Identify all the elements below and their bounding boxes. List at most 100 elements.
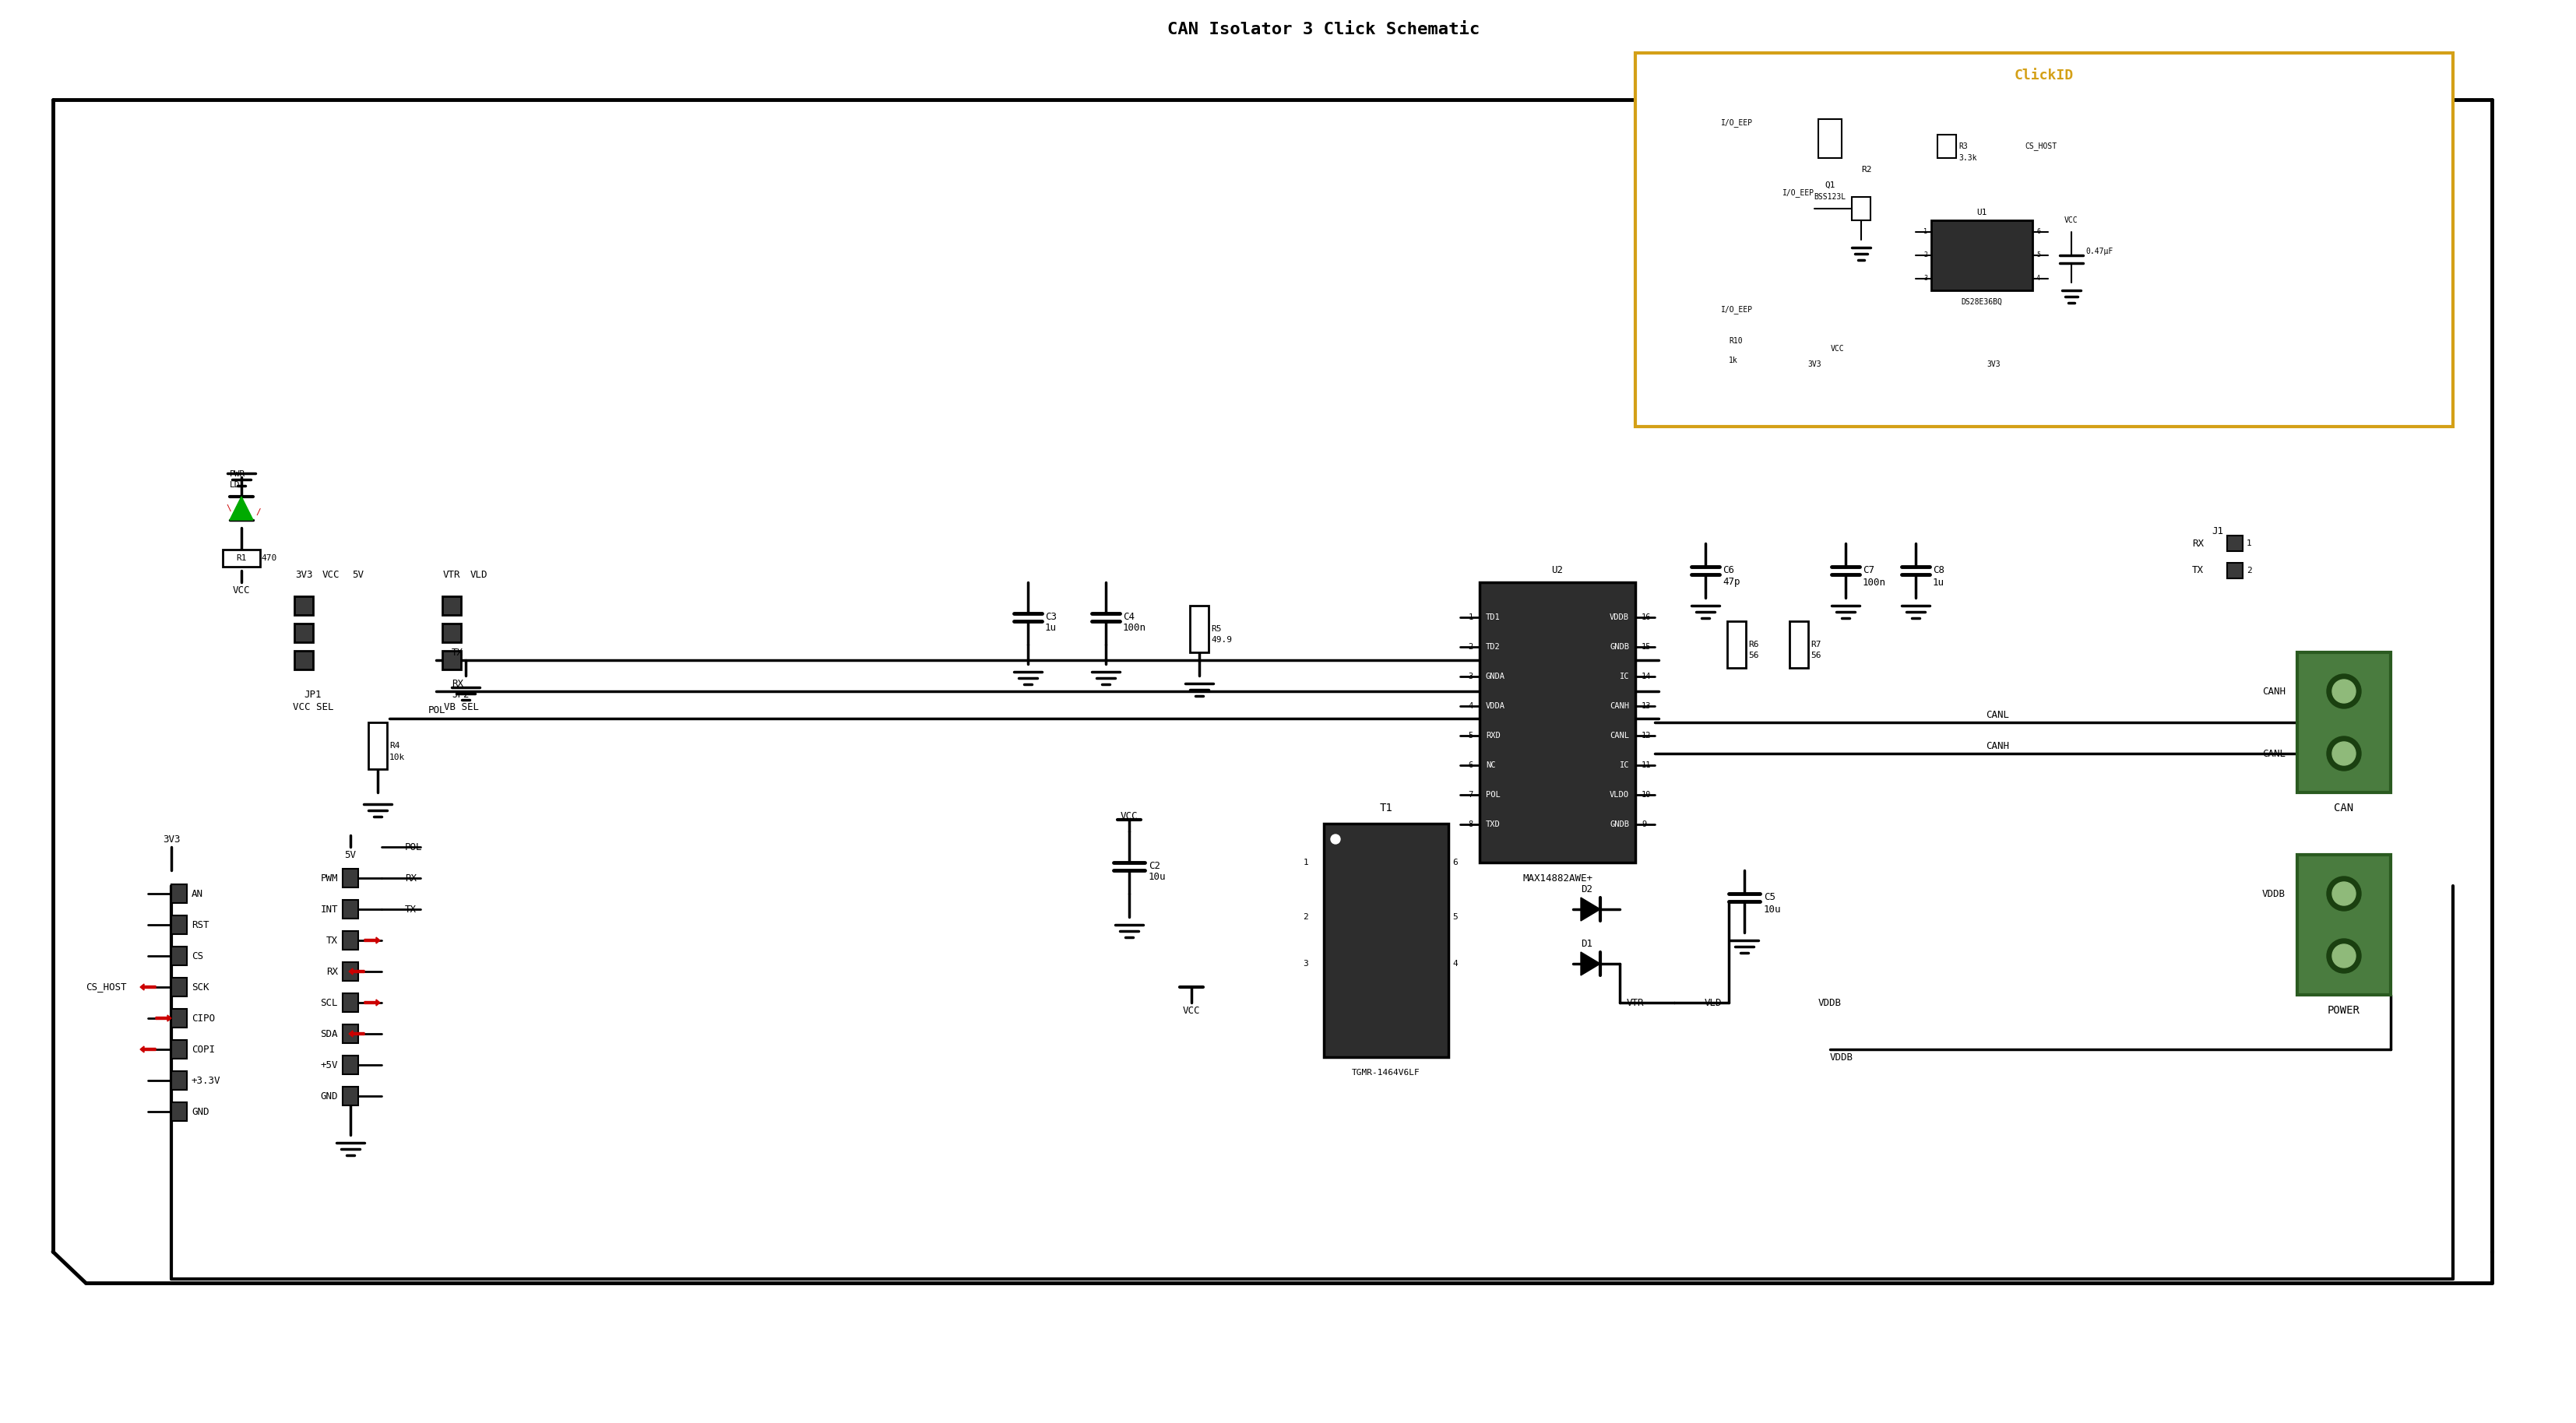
Text: RX: RX xyxy=(451,679,464,689)
Text: JP1: JP1 xyxy=(304,690,322,700)
Text: POL: POL xyxy=(428,706,446,716)
Text: TD2: TD2 xyxy=(1486,643,1499,650)
Text: JP2: JP2 xyxy=(453,690,469,700)
Text: 3V3: 3V3 xyxy=(294,569,312,579)
Text: I/O: I/O xyxy=(1935,252,1947,259)
Text: 3V3: 3V3 xyxy=(1808,360,1821,369)
Text: IC: IC xyxy=(1620,673,1628,680)
Text: TX: TX xyxy=(451,647,464,657)
Text: 56: 56 xyxy=(1749,652,1759,659)
Text: R3: R3 xyxy=(1958,142,1968,151)
Bar xyxy=(294,596,314,615)
Text: /: / xyxy=(255,508,260,517)
Bar xyxy=(1937,135,1955,158)
Text: 10: 10 xyxy=(1641,791,1651,798)
Bar xyxy=(1636,53,2452,427)
Text: VCC: VCC xyxy=(1121,811,1139,821)
Bar xyxy=(173,1040,188,1059)
Text: I/O_EEP: I/O_EEP xyxy=(1783,189,1814,198)
Text: 2: 2 xyxy=(1303,914,1309,921)
Text: TXD: TXD xyxy=(1486,821,1499,828)
Text: 6: 6 xyxy=(2038,229,2040,235)
Text: 14: 14 xyxy=(1641,673,1651,680)
Text: C4: C4 xyxy=(1123,612,1133,622)
Bar xyxy=(343,931,358,949)
Text: PWR: PWR xyxy=(229,470,245,478)
Bar xyxy=(1479,582,1636,862)
Text: RXD: RXD xyxy=(1486,731,1499,740)
Text: D2: D2 xyxy=(1582,885,1592,895)
Text: VCC SEL: VCC SEL xyxy=(294,702,332,712)
Bar xyxy=(1819,120,1842,158)
Text: GND: GND xyxy=(1935,275,1947,282)
Text: ClickID: ClickID xyxy=(2014,68,2074,83)
Text: 1u: 1u xyxy=(1046,623,1056,633)
Bar xyxy=(294,623,314,642)
Text: VDDB: VDDB xyxy=(1819,998,1842,1007)
Bar xyxy=(443,650,461,669)
Text: POL: POL xyxy=(1486,791,1499,798)
Text: GNDB: GNDB xyxy=(1610,643,1628,650)
FancyArrow shape xyxy=(363,999,381,1006)
Text: CS_HOST: CS_HOST xyxy=(85,982,126,992)
Text: BSS123L: BSS123L xyxy=(1814,194,1847,201)
Text: VTR: VTR xyxy=(443,569,461,579)
Text: 5: 5 xyxy=(1453,914,1458,921)
Text: 470: 470 xyxy=(260,554,276,562)
Text: PWM: PWM xyxy=(319,874,337,884)
Circle shape xyxy=(2331,945,2354,968)
FancyArrow shape xyxy=(348,1030,363,1037)
Text: 8: 8 xyxy=(1468,821,1473,828)
Text: VLD: VLD xyxy=(471,569,487,579)
Polygon shape xyxy=(1582,898,1600,921)
Text: CS_HOST: CS_HOST xyxy=(2025,142,2056,151)
Text: 10u: 10u xyxy=(1149,872,1167,882)
Text: 16: 16 xyxy=(1641,613,1651,622)
Text: GNDB: GNDB xyxy=(1610,821,1628,828)
FancyArrow shape xyxy=(155,1015,173,1022)
Bar xyxy=(343,1056,358,1074)
Text: +5V: +5V xyxy=(319,1060,337,1070)
Text: CANL: CANL xyxy=(1610,731,1628,740)
Text: C2: C2 xyxy=(1149,861,1159,871)
Text: 5V: 5V xyxy=(345,850,355,859)
Bar xyxy=(173,1009,188,1027)
Text: R2: R2 xyxy=(1860,166,1873,174)
Bar xyxy=(1852,196,1870,221)
Text: POL: POL xyxy=(404,842,422,852)
Circle shape xyxy=(2326,737,2362,771)
Circle shape xyxy=(2326,675,2362,709)
Text: R4: R4 xyxy=(389,741,399,750)
Text: COPI: COPI xyxy=(191,1044,214,1054)
Text: 5V: 5V xyxy=(353,569,363,579)
Text: CANH: CANH xyxy=(1986,741,2009,751)
Text: CAN Isolator 3 Click Schematic: CAN Isolator 3 Click Schematic xyxy=(1167,21,1481,37)
Text: RX: RX xyxy=(404,874,417,884)
Text: 4: 4 xyxy=(2038,275,2040,282)
Text: 2: 2 xyxy=(2246,566,2251,575)
FancyArrow shape xyxy=(139,983,155,990)
Text: 12: 12 xyxy=(1641,731,1651,740)
Circle shape xyxy=(2331,741,2354,766)
Text: 4: 4 xyxy=(1468,702,1473,710)
Text: CANL: CANL xyxy=(1986,710,2009,720)
Text: VCC: VCC xyxy=(232,585,250,595)
Bar xyxy=(1726,622,1747,667)
Text: 5: 5 xyxy=(1468,731,1473,740)
Text: VCC: VCC xyxy=(1832,344,1844,353)
Polygon shape xyxy=(1582,952,1600,975)
Text: TX: TX xyxy=(404,904,417,915)
Bar xyxy=(1932,221,2032,290)
Text: 3: 3 xyxy=(1303,961,1309,968)
Text: 11: 11 xyxy=(1641,761,1651,768)
Text: IC: IC xyxy=(1620,761,1628,768)
Text: 6: 6 xyxy=(1468,761,1473,768)
Text: 1u: 1u xyxy=(1932,578,1945,588)
Text: 0.47µF: 0.47µF xyxy=(2087,248,2112,255)
Text: 3V3: 3V3 xyxy=(1986,360,2002,369)
Text: U2: U2 xyxy=(1551,565,1564,576)
Text: AN: AN xyxy=(191,888,204,899)
Text: VDDA: VDDA xyxy=(1486,702,1504,710)
Text: NC: NC xyxy=(1486,761,1497,768)
Bar xyxy=(343,1087,358,1106)
